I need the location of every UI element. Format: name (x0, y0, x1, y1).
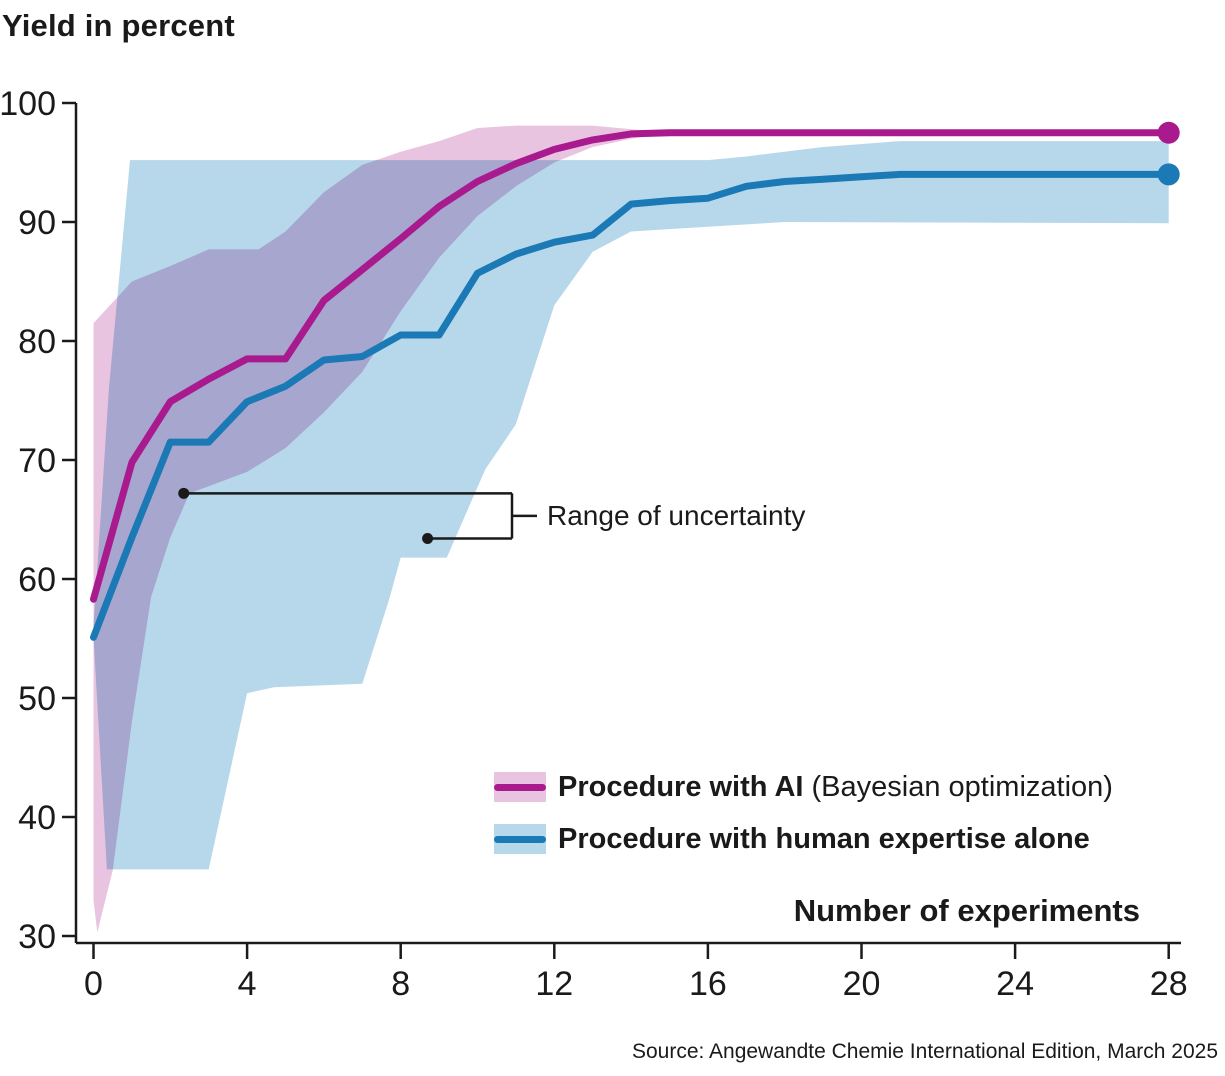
y-tick-label: 100 (0, 85, 56, 123)
annotation-dot-ai (178, 487, 190, 499)
legend-item-human: Procedure with human expertise alone (494, 822, 1113, 856)
x-axis-title: Number of experiments (793, 893, 1140, 928)
y-tick-label: 90 (18, 204, 56, 242)
human-line-swatch (494, 835, 546, 843)
y-tick-label: 30 (18, 918, 56, 956)
human-legend-swatch (494, 824, 546, 854)
y-tick-label: 50 (18, 680, 56, 718)
x-tick-label: 0 (84, 965, 103, 1003)
y-tick-label: 60 (18, 561, 56, 599)
ai-uncertainty-band (93, 125, 670, 933)
ai-line (90, 129, 1173, 603)
ai-legend-label-normal: (Bayesian optimization) (803, 770, 1113, 803)
ai-legend-label-bold: Procedure with AI (558, 770, 804, 803)
source-credit: Source: Angewandte Chemie International … (631, 1040, 1218, 1063)
human-legend-label-bold: Procedure with human expertise alone (558, 822, 1090, 855)
human-end-dot (1157, 163, 1180, 186)
range-of-uncertainty-label: Range of uncertainty (547, 500, 806, 531)
x-tick-label: 12 (535, 965, 573, 1003)
human-legend-label: Procedure with human expertise alone (558, 823, 1090, 856)
x-tick-label: 24 (996, 965, 1034, 1003)
legend: Procedure with AI (Bayesian optimization… (494, 770, 1113, 874)
x-tick-label: 16 (689, 965, 727, 1003)
x-tick-label: 8 (391, 965, 410, 1003)
ai-legend-swatch (494, 772, 546, 802)
ai-legend-label: Procedure with AI (Bayesian optimization… (558, 771, 1113, 804)
human-line (90, 170, 1173, 641)
y-tick-label: 70 (18, 442, 56, 480)
page-title: Yield in percent (2, 8, 235, 43)
annotation-dot-human (422, 533, 434, 545)
y-tick-label: 80 (18, 323, 56, 361)
x-tick-label: 4 (238, 965, 257, 1003)
legend-item-ai: Procedure with AI (Bayesian optimization… (494, 770, 1113, 804)
y-tick-label: 40 (18, 799, 56, 837)
x-tick-label: 20 (843, 965, 881, 1003)
ai-line-swatch (494, 783, 546, 791)
ai-end-dot (1157, 121, 1180, 144)
x-tick-label: 28 (1150, 965, 1188, 1003)
